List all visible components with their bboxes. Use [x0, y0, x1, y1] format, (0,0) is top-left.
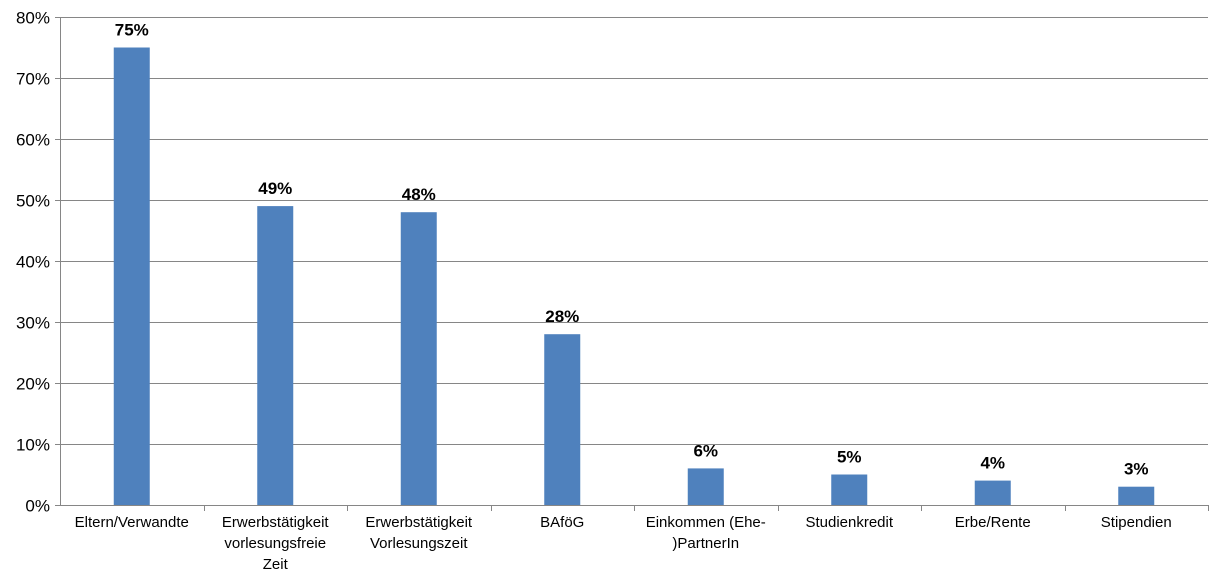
- data-label: 48%: [402, 185, 436, 204]
- category-label: Studienkredit: [805, 514, 893, 531]
- category-label: Erwerbstätigkeit vorlesungsfreie Zeit: [222, 514, 330, 573]
- gridlines: [60, 17, 1208, 445]
- bars: [113, 47, 1155, 505]
- bar: [257, 206, 294, 505]
- category-label-line: vorlesungsfreie: [224, 535, 326, 552]
- category-label: BAföG: [540, 514, 584, 531]
- category-label-line: Studienkredit: [805, 514, 893, 531]
- category-label-line: Eltern/Verwandte: [75, 514, 189, 531]
- bar: [113, 47, 150, 505]
- data-label: 4%: [980, 454, 1005, 473]
- bar: [1118, 486, 1155, 505]
- category-label: Erbe/Rente: [955, 514, 1031, 531]
- category-label: Stipendien: [1101, 514, 1172, 531]
- y-tick-label: 70%: [16, 70, 50, 89]
- category-label-line: Stipendien: [1101, 514, 1172, 531]
- category-label: Erwerbstätigkeit Vorlesungszeit: [365, 514, 473, 552]
- x-axis-category-labels: Eltern/Verwandte Erwerbstätigkeit vorlesun…: [75, 514, 1172, 573]
- data-label: 6%: [693, 441, 718, 460]
- category-label-line: Vorlesungszeit: [370, 535, 468, 552]
- y-tick-label: 10%: [16, 436, 50, 455]
- category-label-line: Einkommen (Ehe-: [646, 514, 766, 531]
- category-label-line: )PartnerIn: [672, 535, 739, 552]
- data-label: 3%: [1124, 460, 1149, 479]
- data-labels: 75% 49% 48% 28% 6% 5% 4% 3%: [115, 21, 1149, 479]
- category-label-line: Erwerbstätigkeit: [365, 514, 473, 531]
- category-label-line: Erwerbstätigkeit: [222, 514, 330, 531]
- bar: [400, 212, 437, 505]
- y-tick-label: 80%: [16, 9, 50, 28]
- category-label-line: Erbe/Rente: [955, 514, 1031, 531]
- data-label: 5%: [837, 448, 862, 467]
- y-tick-label: 30%: [16, 314, 50, 333]
- y-tick-label: 50%: [16, 192, 50, 211]
- bar: [544, 334, 581, 505]
- y-tick-label: 40%: [16, 253, 50, 272]
- y-tick-label: 20%: [16, 375, 50, 394]
- data-label: 75%: [115, 21, 149, 40]
- category-label-line: Zeit: [263, 556, 289, 573]
- y-tick-label: 60%: [16, 131, 50, 150]
- bar: [831, 474, 868, 505]
- category-label: Einkommen (Ehe- )PartnerIn: [646, 514, 766, 552]
- y-axis-tick-labels: 0% 10% 20% 30% 40% 50% 60% 70% 80%: [16, 9, 50, 516]
- bar: [974, 480, 1011, 505]
- axes: [55, 17, 1209, 511]
- data-label: 28%: [545, 307, 579, 326]
- category-label-line: BAföG: [540, 514, 584, 531]
- y-tick-label: 0%: [25, 497, 50, 516]
- data-label: 49%: [258, 179, 292, 198]
- category-label: Eltern/Verwandte: [75, 514, 189, 531]
- bar: [687, 468, 724, 505]
